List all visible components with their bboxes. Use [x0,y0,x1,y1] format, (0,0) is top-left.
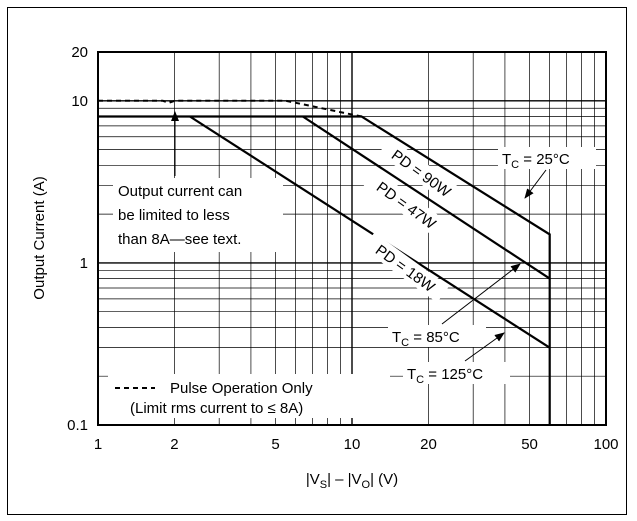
x-tick-label: 20 [420,436,437,453]
limit-note-line-3: than 8A—see text. [118,231,241,248]
svg-text:TC = 85°C: TC = 85°C [392,329,460,349]
y-tick-label: 1 [80,255,88,272]
limit-note: Output current can be limited to less th… [113,111,283,252]
limit-note-line-1: Output current can [118,183,242,200]
limit-note-line-2: be limited to less [118,207,230,224]
x-tick-label: 50 [521,436,538,453]
pulse-legend-label: Pulse Operation Only [170,380,313,397]
x-tick-label: 1 [94,436,102,453]
tc-25-arrow [524,169,547,199]
x-tick-label: 5 [271,436,279,453]
y-tick-label: 0.1 [67,417,88,434]
tick-labels: 1 2 5 10 20 50 100 0.1 1 10 20 [67,44,618,453]
series-lines [98,99,551,425]
series-line-1 [302,115,551,280]
x-axis-label: |VS| – |VO| (V) [306,471,398,491]
svg-text:TC = 25°C: TC = 25°C [502,151,570,171]
tc-85-label: TC = 85°C [388,263,521,349]
tc-25-label: TC = 25°C [498,147,596,199]
plot-border [97,51,607,426]
figure-frame [7,7,627,515]
tc-125-label: TC = 125°C [403,332,510,386]
x-tick-label: 100 [593,436,618,453]
x-tick-label: 2 [170,436,178,453]
tc-125-arrow [464,332,505,362]
series-line-2 [189,115,551,349]
y-tick-label: 10 [71,93,88,110]
pd-labels: PD = 90W PD = 47W PD = 18W [362,137,465,303]
pulse-legend-note: (Limit rms current to ≤ 8A) [130,400,303,417]
y-axis-label: Output Current (A) [31,176,48,299]
tc-85-arrow [441,263,521,325]
y-tick-label: 20 [71,44,88,61]
svg-text:TC = 125°C: TC = 125°C [407,366,483,386]
pulse-legend: Pulse Operation Only (Limit rms current … [108,374,390,418]
series-line-0 [98,115,551,425]
series-line-3 [98,99,362,118]
x-tick-label: 10 [344,436,361,453]
